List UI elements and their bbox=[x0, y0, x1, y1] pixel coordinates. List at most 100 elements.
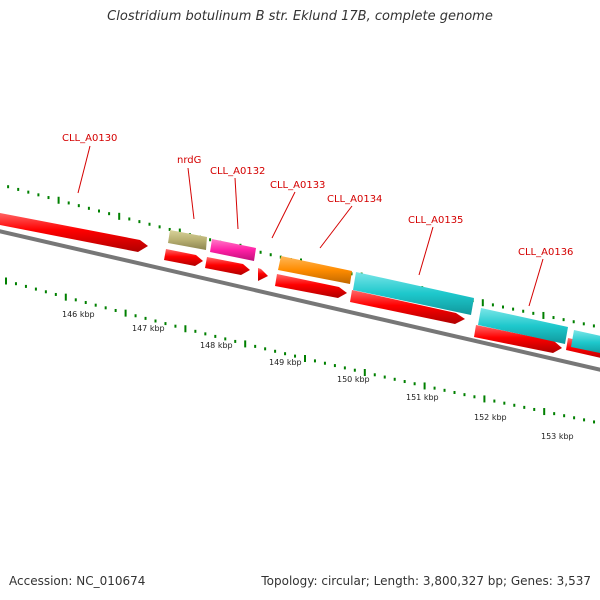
outer-minor-tick bbox=[158, 225, 161, 229]
outer-tick-row bbox=[7, 185, 595, 328]
kbp-label-146: 146 kbp bbox=[62, 310, 95, 319]
inner-minor-tick bbox=[114, 308, 117, 312]
gene-block-next[interactable] bbox=[571, 330, 600, 355]
inner-minor-tick bbox=[234, 339, 237, 343]
inner-major-tick bbox=[184, 325, 187, 333]
inner-minor-tick bbox=[493, 399, 496, 403]
outer-minor-tick bbox=[572, 320, 575, 324]
inner-major-tick bbox=[423, 382, 426, 390]
gene-arrow-CLL_A0134-red[interactable] bbox=[275, 274, 347, 298]
outer-minor-tick bbox=[582, 322, 585, 326]
outer-minor-tick bbox=[108, 212, 111, 216]
inner-minor-tick bbox=[383, 375, 386, 379]
outer-minor-tick bbox=[98, 209, 100, 213]
inner-major-tick bbox=[64, 293, 67, 301]
inner-major-tick bbox=[363, 369, 366, 377]
outer-minor-tick bbox=[502, 305, 504, 309]
outer-minor-tick bbox=[491, 303, 494, 307]
outer-major-tick bbox=[481, 299, 484, 307]
inner-minor-tick bbox=[433, 386, 436, 390]
gene-label-nrdG[interactable]: nrdG bbox=[177, 155, 201, 166]
inner-minor-tick bbox=[463, 393, 466, 397]
inner-minor-tick bbox=[533, 407, 536, 411]
outer-minor-tick bbox=[512, 307, 515, 311]
outer-minor-tick bbox=[128, 217, 131, 221]
inner-tick-row bbox=[5, 277, 596, 424]
gene-arrow-CLL_A0133-red[interactable] bbox=[258, 268, 268, 281]
inner-minor-tick bbox=[14, 282, 17, 286]
outer-minor-tick bbox=[522, 309, 525, 313]
inner-minor-tick bbox=[553, 412, 556, 416]
gene-arrow-CLL_A0132-red[interactable] bbox=[205, 257, 250, 275]
inner-major-tick bbox=[124, 309, 127, 317]
callout-line-CLL_A0134 bbox=[319, 205, 353, 249]
outer-minor-tick bbox=[269, 253, 272, 257]
callout-line-CLL_A0136 bbox=[528, 258, 544, 307]
gene-arrow-CLL_A0135-red[interactable] bbox=[350, 290, 465, 324]
gene-block-CLL_A0134[interactable] bbox=[278, 256, 352, 284]
gene-block-CLL_A0132[interactable] bbox=[210, 239, 256, 261]
gene-label-CLL_A0133[interactable]: CLL_A0133 bbox=[270, 180, 325, 191]
inner-minor-tick bbox=[403, 380, 406, 384]
inner-minor-tick bbox=[264, 347, 267, 351]
gene-label-CLL_A0136[interactable]: CLL_A0136 bbox=[518, 247, 573, 258]
inner-major-tick bbox=[483, 395, 486, 403]
callout-line-nrdG bbox=[187, 167, 195, 220]
gene-block-CLL_A0135[interactable] bbox=[353, 272, 474, 315]
gene-label-CLL_A0130[interactable]: CLL_A0130 bbox=[62, 133, 117, 144]
inner-minor-tick bbox=[174, 324, 177, 328]
callout-line-CLL_A0130 bbox=[77, 145, 91, 194]
inner-minor-tick bbox=[224, 337, 227, 341]
forward-gene-row bbox=[0, 212, 600, 358]
outer-minor-tick bbox=[148, 222, 151, 226]
gene-arrow-CLL_A0130-red[interactable] bbox=[0, 212, 148, 252]
callout-line-CLL_A0135 bbox=[418, 226, 434, 276]
inner-minor-tick bbox=[194, 329, 197, 333]
inner-minor-tick bbox=[134, 314, 137, 318]
gene-block-CLL_A0136[interactable] bbox=[478, 308, 568, 344]
inner-minor-tick bbox=[563, 414, 566, 418]
inner-minor-tick bbox=[333, 364, 336, 368]
outer-minor-tick bbox=[168, 227, 171, 231]
inner-minor-tick bbox=[323, 361, 326, 365]
inner-major-tick bbox=[244, 340, 247, 348]
outer-minor-tick bbox=[532, 311, 535, 315]
gene-arrow-nrdG-red[interactable] bbox=[164, 249, 203, 266]
accession-text: Accession: NC_010674 bbox=[9, 574, 146, 588]
inner-minor-tick bbox=[254, 344, 257, 348]
gene-label-CLL_A0132[interactable]: CLL_A0132 bbox=[210, 166, 265, 177]
inner-minor-tick bbox=[523, 405, 526, 409]
outer-minor-tick bbox=[47, 196, 50, 200]
gene-arrow-CLL_A0136-red[interactable] bbox=[474, 325, 562, 353]
outer-minor-tick bbox=[67, 201, 70, 205]
kbp-label-147: 147 kbp bbox=[132, 324, 165, 333]
inner-minor-tick bbox=[44, 290, 47, 294]
outer-minor-tick bbox=[87, 206, 90, 210]
inner-minor-tick bbox=[204, 332, 207, 336]
topology-text: Topology: circular; Length: 3,800,327 bp… bbox=[261, 574, 591, 588]
inner-minor-tick bbox=[313, 359, 316, 363]
gene-callout-lines bbox=[77, 145, 544, 307]
kbp-label-148: 148 kbp bbox=[200, 341, 233, 350]
outer-minor-tick bbox=[138, 220, 141, 224]
kbp-label-150: 150 kbp bbox=[337, 375, 370, 384]
callout-line-CLL_A0133 bbox=[271, 191, 296, 239]
outer-major-tick bbox=[57, 196, 60, 204]
outer-minor-tick bbox=[7, 185, 10, 189]
kbp-label-149: 149 kbp bbox=[269, 358, 302, 367]
gene-block-nrdG[interactable] bbox=[168, 230, 207, 250]
inner-minor-tick bbox=[413, 382, 416, 386]
outer-major-tick bbox=[542, 311, 545, 319]
gene-label-CLL_A0135[interactable]: CLL_A0135 bbox=[408, 215, 463, 226]
inner-minor-tick bbox=[54, 292, 57, 296]
outer-minor-tick bbox=[37, 193, 40, 197]
gene-label-CLL_A0134[interactable]: CLL_A0134 bbox=[327, 194, 382, 205]
inner-minor-tick bbox=[34, 287, 37, 291]
inner-minor-tick bbox=[84, 301, 87, 305]
outer-minor-tick bbox=[209, 238, 212, 242]
inner-minor-tick bbox=[274, 349, 277, 353]
inner-minor-tick bbox=[214, 334, 217, 338]
outer-minor-tick bbox=[592, 324, 595, 328]
inner-minor-tick bbox=[104, 306, 107, 310]
